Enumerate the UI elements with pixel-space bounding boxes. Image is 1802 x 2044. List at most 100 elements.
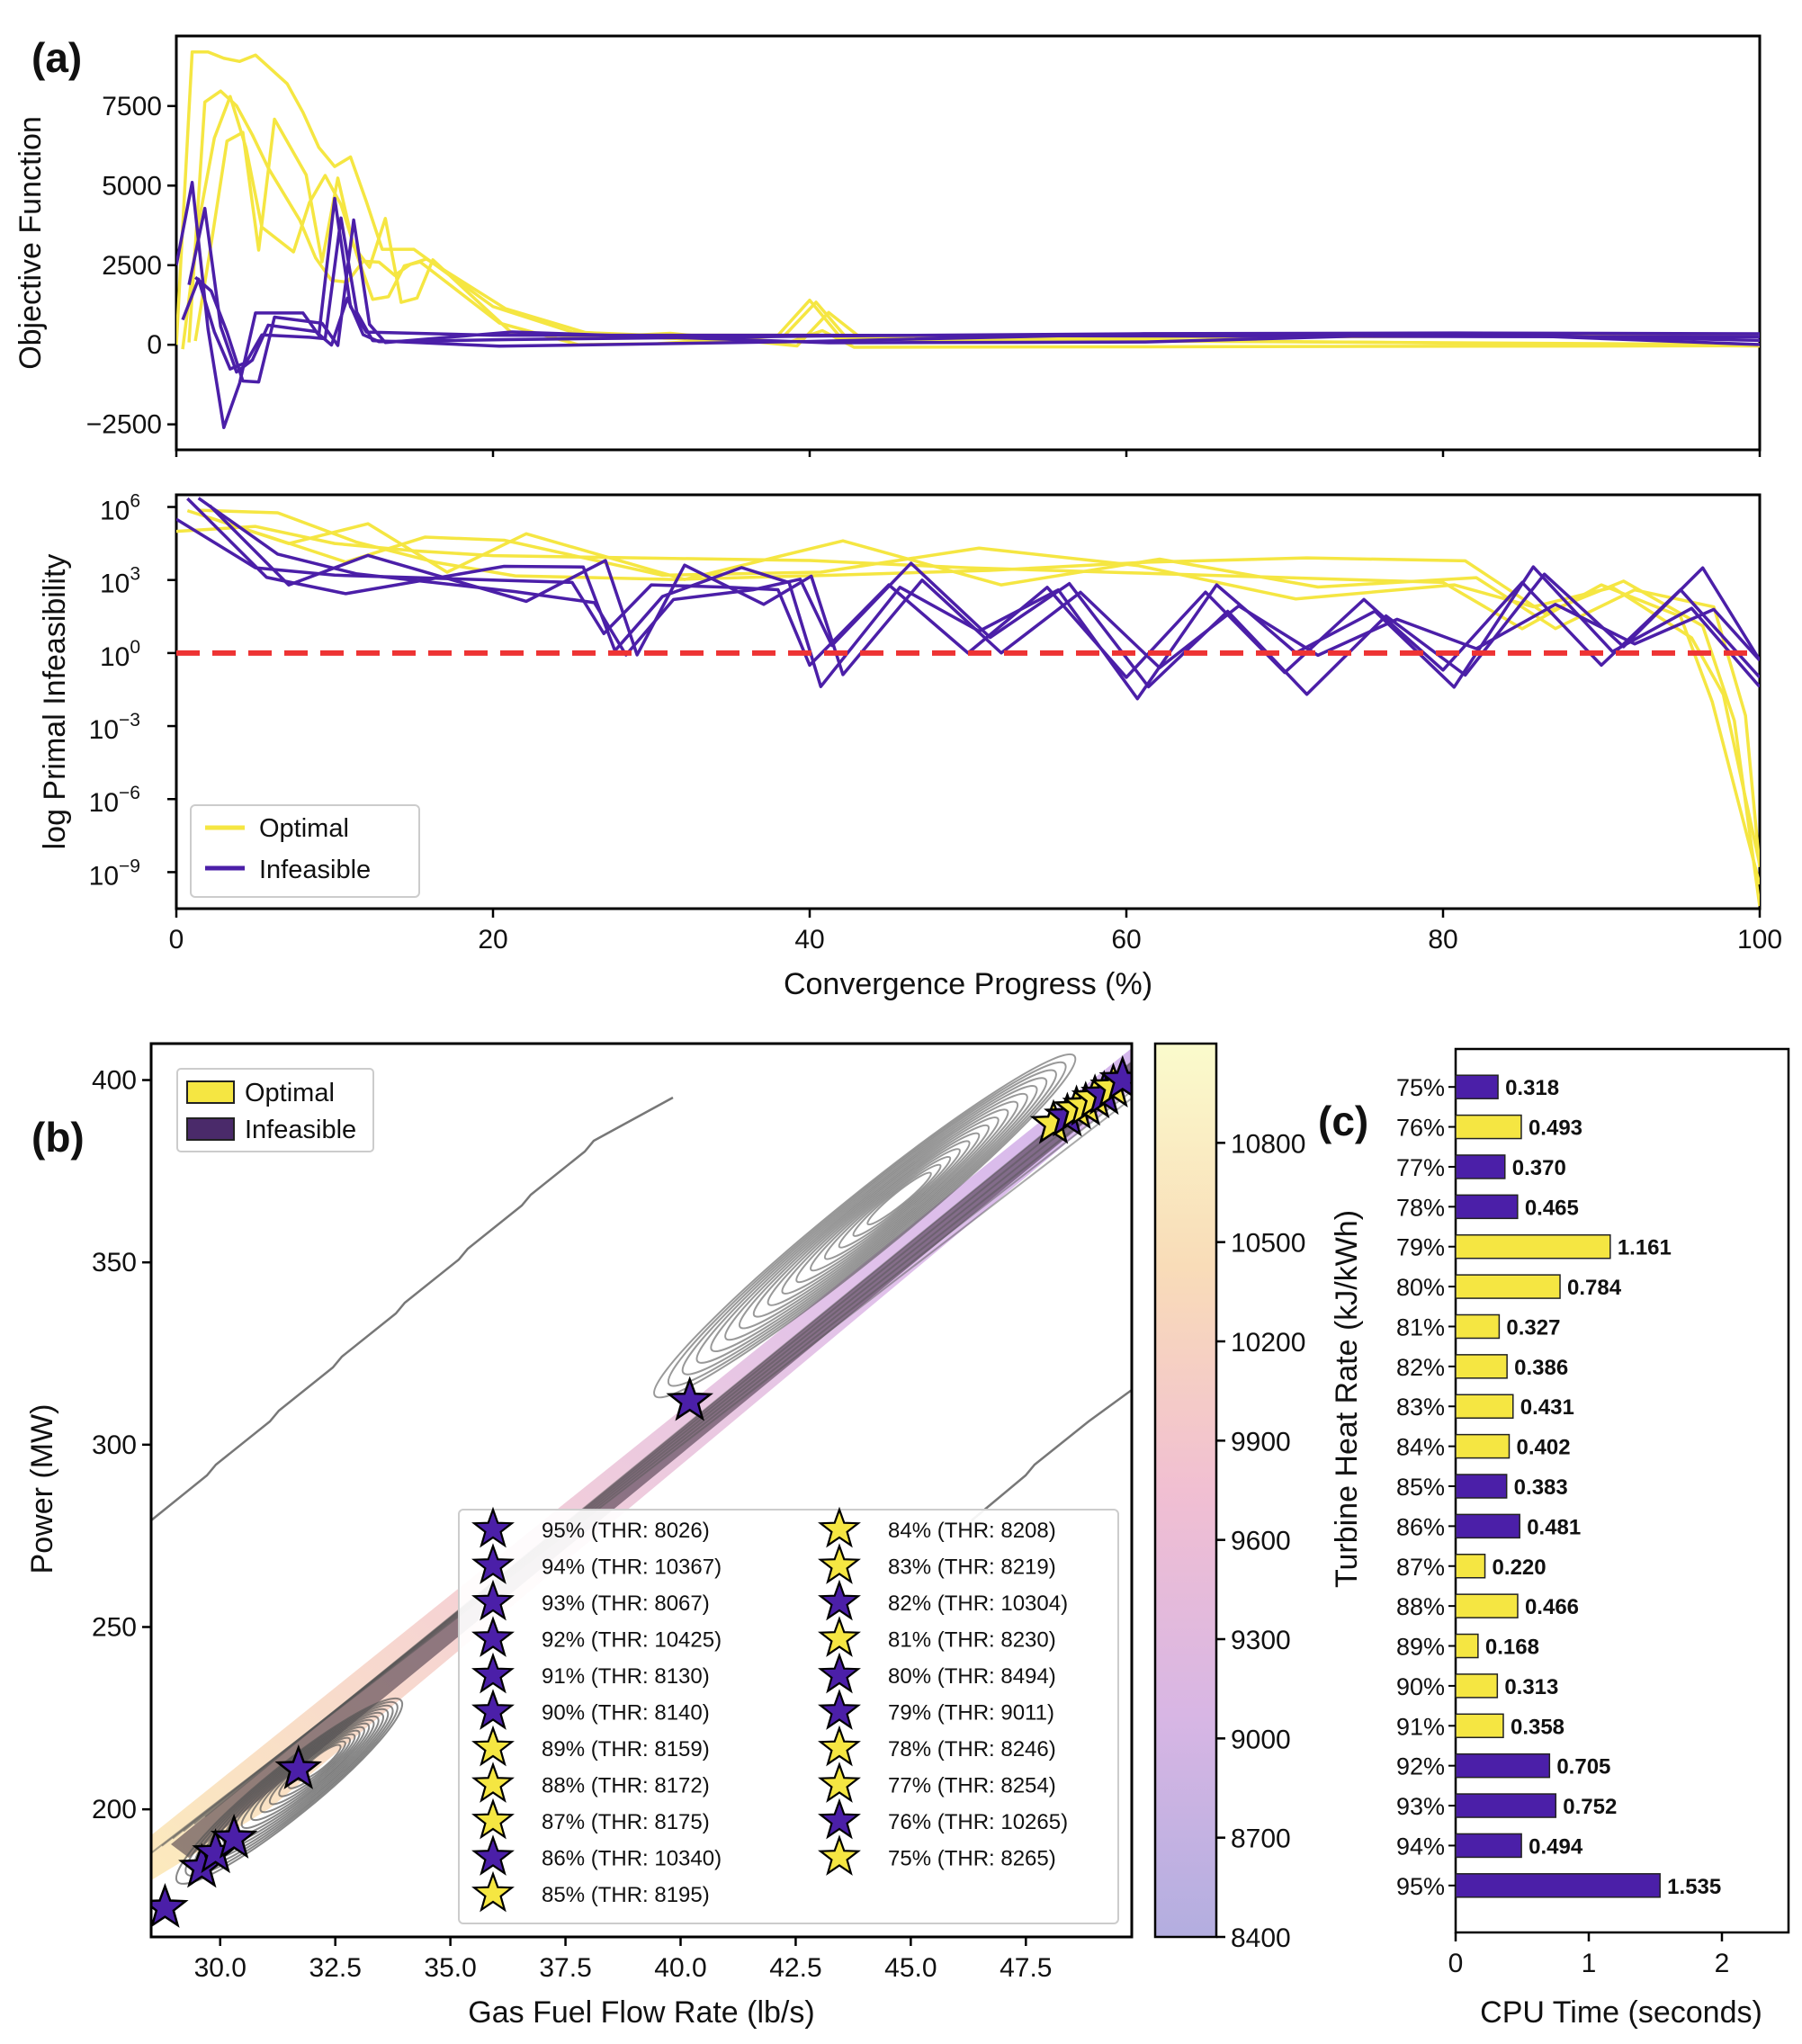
panel-b-xtick-label: 40.0 bbox=[654, 1953, 706, 1983]
cpu-bar-value: 0.168 bbox=[1485, 1636, 1539, 1660]
cpu-bar-value: 0.705 bbox=[1556, 1755, 1610, 1780]
objective-series-infeasible-0 bbox=[176, 181, 1760, 429]
cpu-bar-value: 0.752 bbox=[1563, 1795, 1617, 1819]
panel-a-xlabel: Convergence Progress (%) bbox=[784, 967, 1152, 1001]
colorbar-tick-label: 10200 bbox=[1231, 1328, 1305, 1358]
colorbar-bar bbox=[1153, 1042, 1218, 1939]
infeasibility-ytick-label: 10−3 bbox=[89, 710, 140, 745]
star-legend-entry: 79% (THR: 9011) bbox=[888, 1701, 1054, 1726]
colorbar-tick-label: 10500 bbox=[1231, 1229, 1305, 1259]
objective-frame bbox=[175, 34, 1762, 452]
objective-ylabel: Objective Function bbox=[13, 116, 48, 370]
star-legend-marker bbox=[818, 1579, 861, 1621]
star-legend-marker bbox=[471, 1506, 515, 1548]
panel-b-xtick-label: 32.5 bbox=[309, 1953, 361, 1983]
contour-ring bbox=[838, 1155, 952, 1249]
cpu-category-label: 87% bbox=[1396, 1554, 1445, 1581]
cpu-bar bbox=[1455, 1354, 1508, 1379]
panel-b-xtick-label: 47.5 bbox=[1000, 1953, 1052, 1983]
star-legend-entry: 83% (THR: 8219) bbox=[888, 1555, 1056, 1580]
contour-ring bbox=[184, 1700, 399, 1878]
cpu-bar bbox=[1455, 1873, 1661, 1898]
objective-ytick-label: 5000 bbox=[102, 171, 162, 201]
contour-field bbox=[151, 1048, 1132, 1928]
star-legend-marker bbox=[471, 1725, 515, 1767]
cpu-bar-value: 0.313 bbox=[1504, 1675, 1558, 1699]
star-legend-entry: 95% (THR: 8026) bbox=[542, 1519, 710, 1543]
cpu-bar-value: 0.386 bbox=[1514, 1356, 1568, 1380]
colorbar-label: Turbine Heat Rate (kJ/kWh) bbox=[1330, 1210, 1364, 1588]
objective-ytick-label: 2500 bbox=[102, 251, 162, 281]
cpu-bar bbox=[1455, 1753, 1551, 1779]
star-legend-marker bbox=[818, 1652, 861, 1694]
star-legend-entry: 76% (THR: 10265) bbox=[888, 1810, 1068, 1834]
panel-c-xtick-label: 1 bbox=[1582, 1949, 1597, 1978]
status-optimal-swatch bbox=[186, 1080, 235, 1104]
objective-series-optimal-0 bbox=[176, 49, 1760, 345]
infeasibility-series-optimal-2 bbox=[198, 508, 1760, 907]
star-legend-marker bbox=[818, 1797, 861, 1840]
status-infeasible-swatch bbox=[186, 1117, 235, 1141]
cpu-category-label: 89% bbox=[1396, 1634, 1445, 1661]
star-legend-marker bbox=[471, 1762, 515, 1803]
contour-ring bbox=[810, 1140, 971, 1272]
infeasibility-ytick-label: 103 bbox=[100, 564, 140, 599]
cpu-bar-value: 0.465 bbox=[1525, 1196, 1579, 1220]
solution-star-infeasible bbox=[666, 1376, 714, 1421]
objective-ytick-label: −2500 bbox=[86, 410, 162, 440]
cpu-bar bbox=[1455, 1194, 1519, 1220]
infeasibility-series-infeasible-3 bbox=[208, 504, 1760, 677]
status-infeasible-label: Infeasible bbox=[245, 1116, 356, 1144]
panel-c-label: (c) bbox=[1318, 1098, 1368, 1144]
cpu-bar bbox=[1455, 1474, 1508, 1499]
cpu-bar bbox=[1455, 1114, 1522, 1140]
objective-series-optimal-2 bbox=[187, 89, 1760, 349]
cpu-bar-value: 0.358 bbox=[1511, 1715, 1564, 1739]
panel-b-xtick-label: 30.0 bbox=[194, 1953, 247, 1983]
cpu-bar-value: 1.535 bbox=[1667, 1875, 1721, 1899]
contour-ring bbox=[724, 1092, 1028, 1341]
star-legend-entry: 82% (THR: 10304) bbox=[888, 1591, 1068, 1616]
star-legend-entry: 87% (THR: 8175) bbox=[542, 1810, 710, 1834]
panel-a-xtick-label: 60 bbox=[1111, 925, 1141, 955]
star-legend-marker bbox=[818, 1506, 861, 1548]
star-legend-marker bbox=[471, 1689, 515, 1730]
panel-c-xtick-label: 2 bbox=[1715, 1949, 1730, 1978]
objective-ytick-label: 7500 bbox=[102, 92, 162, 121]
contour-ring bbox=[287, 1740, 346, 1789]
solution-star-infeasible bbox=[151, 1882, 189, 1928]
star-legend-marker bbox=[471, 1543, 515, 1584]
status-legend: Optimal Infeasible bbox=[176, 1068, 374, 1152]
panel-a-xtick-label: 80 bbox=[1428, 925, 1457, 955]
cpu-category-label: 75% bbox=[1396, 1074, 1445, 1101]
contour-ring bbox=[695, 1077, 1048, 1364]
cpu-bar bbox=[1455, 1593, 1519, 1618]
star-legend-entry: 81% (THR: 8230) bbox=[888, 1628, 1056, 1653]
colorbar-tick-label: 9900 bbox=[1231, 1427, 1291, 1457]
cpu-bar bbox=[1455, 1513, 1520, 1539]
star-legend-marker bbox=[818, 1725, 861, 1767]
solution-star-infeasible bbox=[210, 1814, 258, 1859]
panel-a-xtick-label: 100 bbox=[1737, 925, 1782, 955]
contour-line bbox=[204, 1061, 1132, 1818]
star-legend-marker bbox=[818, 1689, 861, 1730]
cpu-bar-chart: 0.318 75% 0.493 76% 0.370 77% 0.465 78% 1.161 79%… bbox=[1396, 1047, 1790, 2030]
cpu-bar-value: 0.493 bbox=[1529, 1116, 1582, 1141]
panel-b-ytick-label: 400 bbox=[92, 1066, 137, 1096]
infeasibility-ytick-label: 10−9 bbox=[89, 856, 140, 891]
star-legend-entry: 75% (THR: 8265) bbox=[888, 1847, 1056, 1871]
colorbar-tick-label: 10800 bbox=[1231, 1129, 1305, 1159]
cpu-bar bbox=[1455, 1713, 1504, 1739]
cpu-category-label: 76% bbox=[1396, 1115, 1445, 1142]
cpu-category-label: 84% bbox=[1396, 1434, 1445, 1461]
infeasibility-frame bbox=[175, 493, 1762, 910]
panel-b-xlabel: Gas Fuel Flow Rate (lb/s) bbox=[468, 1995, 814, 2030]
cpu-category-label: 79% bbox=[1396, 1234, 1445, 1261]
panel-b-xtick-label: 42.5 bbox=[769, 1953, 821, 1983]
infeasibility-series-infeasible-2 bbox=[197, 497, 1760, 696]
colorbar-tick-label: 9000 bbox=[1231, 1725, 1291, 1754]
infeasibility-ytick-label: 100 bbox=[100, 637, 140, 672]
star-legend: 95% (THR: 8026) 94% (THR: 10367) 93% (THR:… bbox=[458, 1506, 1119, 1924]
objective-series-infeasible-1 bbox=[181, 216, 1760, 371]
